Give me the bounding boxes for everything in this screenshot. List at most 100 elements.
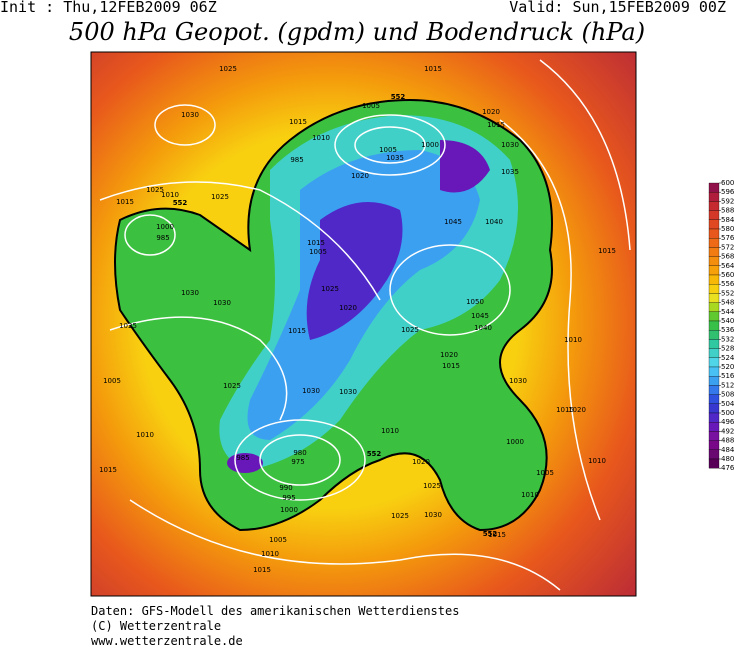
isobar-label: 1030 bbox=[181, 289, 199, 297]
isobar-label: 1010 bbox=[136, 431, 154, 439]
isobar-label: 985 bbox=[156, 234, 169, 242]
colorbar-cell bbox=[708, 339, 720, 349]
colorbar-cell bbox=[708, 210, 720, 220]
isobar-label: 552 bbox=[483, 530, 498, 538]
colorbar-cell bbox=[708, 201, 720, 211]
colorbar-cell bbox=[708, 412, 720, 423]
colorbar-cell bbox=[708, 284, 720, 294]
colorbar-cell bbox=[708, 376, 720, 386]
colorbar-cell bbox=[708, 182, 720, 193]
isobar-label: 1005 bbox=[103, 377, 121, 385]
colorbar-label: 560 bbox=[721, 271, 734, 279]
isobar-label: 1030 bbox=[213, 299, 231, 307]
colorbar-cell bbox=[708, 238, 720, 248]
isobar-label: 1015 bbox=[556, 406, 574, 414]
isobar-label: 1025 bbox=[146, 186, 164, 194]
isobar-label: 1015 bbox=[307, 239, 325, 247]
colorbar-cell bbox=[708, 394, 720, 404]
isobar-label: 1030 bbox=[181, 111, 199, 119]
isobar-label: 1005 bbox=[379, 146, 397, 154]
isobar-label: 1015 bbox=[442, 362, 460, 370]
isobar-label: 1010 bbox=[521, 491, 539, 499]
colorbar-label: 596 bbox=[721, 188, 734, 196]
colorbar-label: 484 bbox=[721, 446, 734, 454]
isobar-label: 1015 bbox=[288, 327, 306, 335]
isobar-label: 1025 bbox=[423, 482, 441, 490]
isobar-label: 1025 bbox=[401, 326, 419, 334]
isobar-label: 1005 bbox=[269, 536, 287, 544]
isobar-label: 1030 bbox=[501, 141, 519, 149]
isobar-label: 1015 bbox=[116, 198, 134, 206]
colorbar-label: 584 bbox=[721, 216, 734, 224]
colorbar-cell bbox=[708, 440, 720, 450]
isobar-label: 552 bbox=[367, 450, 382, 458]
colorbar-cell bbox=[708, 348, 720, 358]
colorbar-cell bbox=[708, 330, 720, 340]
isobar-label: 990 bbox=[279, 484, 292, 492]
isobar-label: 1030 bbox=[424, 511, 442, 519]
isobar-label: 1020 bbox=[351, 172, 369, 180]
map-frame bbox=[90, 51, 637, 597]
colorbar-cell bbox=[708, 293, 720, 303]
isobar-label: 1010 bbox=[381, 427, 399, 435]
isobar-label: 552 bbox=[173, 199, 188, 207]
isobar-label: 1010 bbox=[312, 134, 330, 142]
footer-source: Daten: GFS-Modell des amerikanischen Wet… bbox=[91, 604, 459, 618]
colorbar-cell bbox=[708, 385, 720, 395]
colorbar-cell bbox=[708, 256, 720, 266]
colorbar-label: 536 bbox=[721, 326, 734, 334]
colorbar-label: 552 bbox=[721, 289, 734, 297]
colorbar-label: 568 bbox=[721, 253, 734, 261]
colorbar-cell bbox=[708, 366, 720, 377]
colorbar-label: 580 bbox=[721, 225, 734, 233]
valid-label: Valid: Sun,15FEB2009 00Z bbox=[509, 0, 726, 16]
colorbar-label: 488 bbox=[721, 437, 734, 445]
colorbar-label: 556 bbox=[721, 280, 734, 288]
isobar-label: 980 bbox=[293, 449, 306, 457]
title: 500 hPa Geopot. (gpdm) und Bodendruck (h… bbox=[69, 18, 645, 46]
isobar-label: 1045 bbox=[471, 312, 489, 320]
isobar-label: 1025 bbox=[391, 512, 409, 520]
isobar-label: 1040 bbox=[485, 218, 503, 226]
isobar-label: 1035 bbox=[501, 168, 519, 176]
isobar-label: 1040 bbox=[474, 324, 492, 332]
isobar-label: 1020 bbox=[482, 108, 500, 116]
isobar-label: 1030 bbox=[302, 387, 320, 395]
colorbar-label: 572 bbox=[721, 243, 734, 251]
isobar-label: 1035 bbox=[386, 154, 404, 162]
isobar-label: 1010 bbox=[564, 336, 582, 344]
isobar-label: 1025 bbox=[223, 382, 241, 390]
colorbar-label: 512 bbox=[721, 381, 734, 389]
footer-url: www.wetterzentrale.de bbox=[91, 634, 243, 648]
colorbar-label: 592 bbox=[721, 197, 734, 205]
colorbar-cell bbox=[708, 219, 720, 230]
colorbar-label: 520 bbox=[721, 363, 734, 371]
colorbar-label: 528 bbox=[721, 345, 734, 353]
colorbar-label: 516 bbox=[721, 372, 734, 380]
colorbar-cell bbox=[708, 320, 720, 331]
colorbar-cell bbox=[708, 192, 720, 202]
isobar-label: 1025 bbox=[211, 193, 229, 201]
isobar-label: 985 bbox=[236, 454, 249, 462]
isobar-label: 1010 bbox=[161, 191, 179, 199]
colorbar-cell bbox=[708, 311, 720, 322]
isobar-label: 1030 bbox=[509, 377, 527, 385]
isobar-label: 1015 bbox=[99, 466, 117, 474]
isobar-label: 1000 bbox=[156, 223, 174, 231]
colorbar-label: 532 bbox=[721, 335, 734, 343]
isobar-label: 1015 bbox=[487, 121, 505, 129]
isobar-label: 1030 bbox=[339, 388, 357, 396]
isobar-label: 975 bbox=[291, 458, 304, 466]
isobar-label: 1005 bbox=[362, 102, 380, 110]
colorbar-cell bbox=[708, 247, 720, 257]
colorbar-label: 544 bbox=[721, 308, 734, 316]
init-label: Init : Thu,12FEB2009 06Z bbox=[0, 0, 217, 16]
isobar-label: 1015 bbox=[598, 247, 616, 255]
isobar-label: 995 bbox=[282, 494, 295, 502]
isobar-label: 1015 bbox=[253, 566, 271, 574]
isobar-label: 1010 bbox=[261, 550, 279, 558]
isobar-label: 1020 bbox=[412, 458, 430, 466]
colorbar-cell bbox=[708, 274, 720, 285]
isobar-label: 1005 bbox=[536, 469, 554, 477]
